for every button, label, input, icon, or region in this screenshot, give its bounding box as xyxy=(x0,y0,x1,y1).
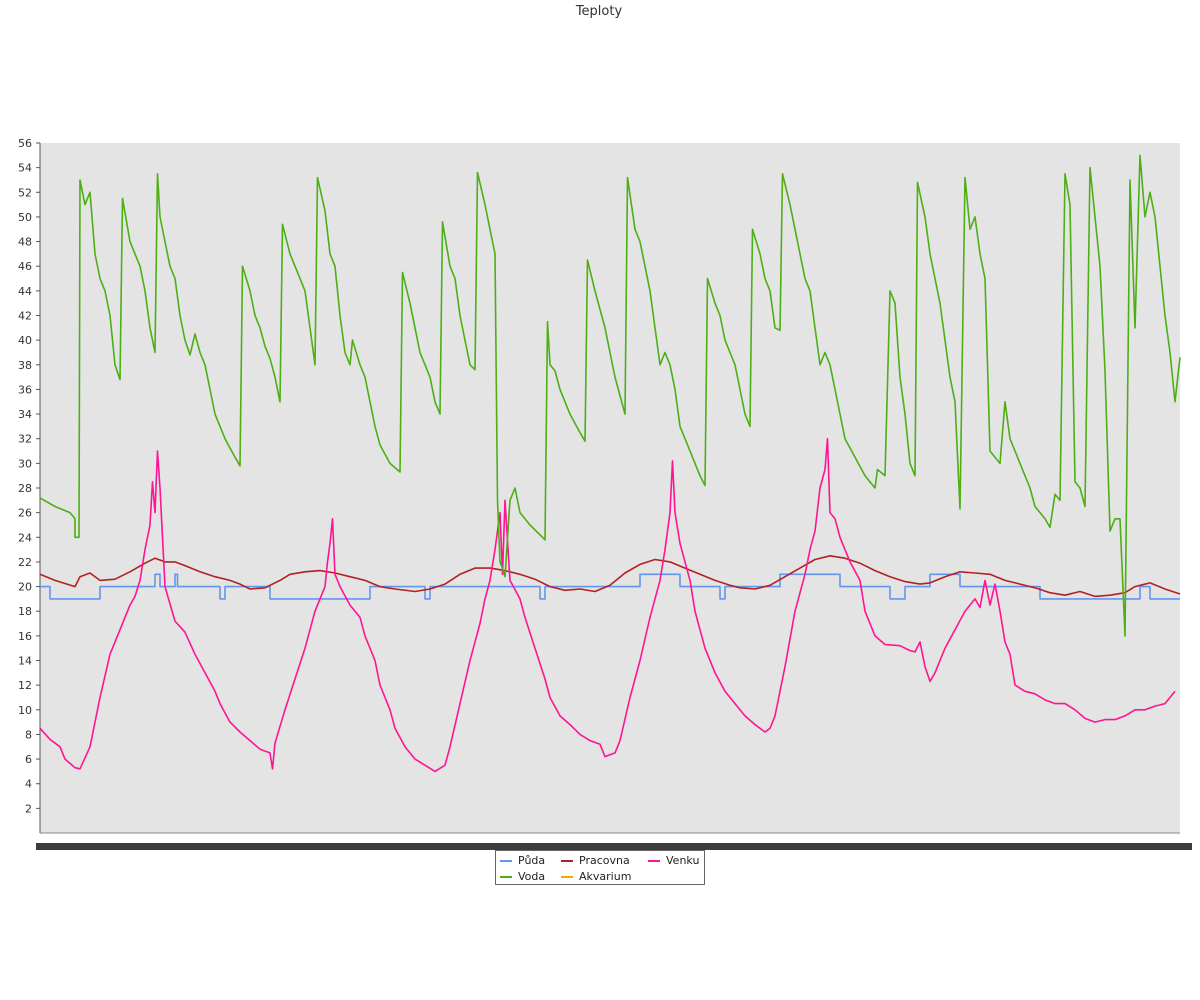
y-tick-label: 18 xyxy=(18,605,32,618)
y-tick-label: 16 xyxy=(18,630,32,643)
legend-swatch-voda xyxy=(500,876,512,878)
legend: Půda Pracovna Venku Voda Akvarium xyxy=(495,850,705,885)
y-tick-label: 2 xyxy=(25,802,32,815)
legend-item-venku: Venku xyxy=(648,853,699,868)
y-tick-label: 34 xyxy=(18,408,32,421)
y-tick-label: 32 xyxy=(18,433,32,446)
y-tick-label: 36 xyxy=(18,383,32,396)
y-tick-label: 40 xyxy=(18,334,32,347)
y-tick-label: 44 xyxy=(18,285,32,298)
y-tick-label: 22 xyxy=(18,556,32,569)
legend-swatch-puda xyxy=(500,860,512,862)
y-tick-label: 20 xyxy=(18,581,32,594)
x-axis xyxy=(36,832,1192,850)
y-tick-label: 8 xyxy=(25,728,32,741)
y-tick-label: 30 xyxy=(18,457,32,470)
x-tick-labels-band xyxy=(36,843,1192,850)
y-tick-label: 50 xyxy=(18,211,32,224)
series-line-pracovna xyxy=(39,554,1181,598)
y-axis: 2468101214161820222426283032343638404244… xyxy=(18,137,41,833)
y-tick-label: 54 xyxy=(18,162,32,175)
series-lines xyxy=(39,154,1181,773)
y-tick-label: 12 xyxy=(18,679,32,692)
y-tick-label: 28 xyxy=(18,482,32,495)
y-tick-label: 26 xyxy=(18,507,32,520)
legend-label-voda: Voda xyxy=(518,870,546,883)
legend-label-puda: Půda xyxy=(518,854,546,867)
y-tick-label: 10 xyxy=(18,704,32,717)
y-tick-label: 14 xyxy=(18,655,32,668)
y-tick-label: 24 xyxy=(18,531,32,544)
plot-area xyxy=(40,143,1180,833)
legend-label-pracovna: Pracovna xyxy=(579,854,630,867)
legend-item-akvarium: Akvarium xyxy=(561,869,631,884)
series-line-pda xyxy=(40,573,1180,600)
y-tick-label: 56 xyxy=(18,137,32,150)
y-tick-label: 38 xyxy=(18,359,32,372)
series-line-venku xyxy=(39,437,1176,773)
y-tick-label: 4 xyxy=(25,778,32,791)
legend-swatch-akvarium xyxy=(561,876,573,878)
legend-swatch-pracovna xyxy=(561,860,573,862)
legend-label-akvarium: Akvarium xyxy=(579,870,632,883)
legend-item-voda: Voda xyxy=(500,869,545,884)
y-tick-label: 52 xyxy=(18,186,32,199)
legend-item-puda: Půda xyxy=(500,853,545,868)
chart-title: Teploty xyxy=(575,4,623,19)
series-line-voda xyxy=(39,154,1181,637)
y-tick-label: 48 xyxy=(18,236,32,249)
legend-swatch-venku xyxy=(648,860,660,862)
legend-label-venku: Venku xyxy=(666,854,700,867)
y-tick-label: 46 xyxy=(18,260,32,273)
y-tick-label: 6 xyxy=(25,753,32,766)
y-tick-label: 42 xyxy=(18,310,32,323)
legend-item-pracovna: Pracovna xyxy=(561,853,630,868)
